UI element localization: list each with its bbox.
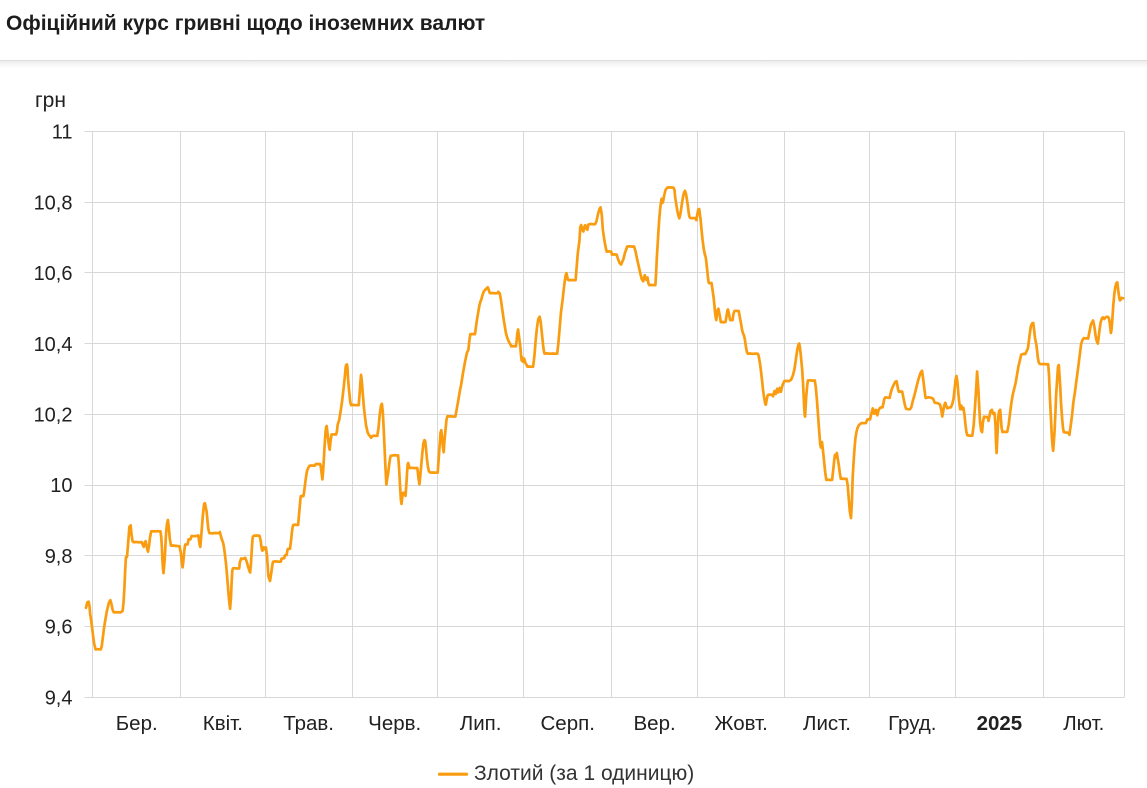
svg-text:11: 11 [52,122,73,144]
svg-text:Черв.: Черв. [368,712,421,735]
svg-text:10,8: 10,8 [34,192,73,214]
svg-text:Лист.: Лист. [803,712,851,735]
svg-text:Лют.: Лют. [1063,712,1104,735]
svg-text:10: 10 [50,475,72,497]
svg-text:10,2: 10,2 [34,405,73,427]
svg-text:Квіт.: Квіт. [203,712,243,735]
svg-text:2025: 2025 [977,712,1023,735]
svg-text:Жовт.: Жовт. [715,712,768,735]
svg-text:10,6: 10,6 [34,263,73,285]
svg-text:9,6: 9,6 [45,617,73,639]
svg-text:Злотий (за 1 одиницю): Злотий (за 1 одиницю) [474,762,694,785]
svg-text:10,4: 10,4 [34,334,73,356]
svg-text:Серп.: Серп. [540,712,594,735]
svg-text:Бер.: Бер. [116,712,158,735]
svg-text:Лип.: Лип. [460,712,502,735]
svg-text:грн: грн [35,89,66,112]
svg-text:9,4: 9,4 [45,687,73,709]
svg-text:Груд.: Груд. [888,712,936,735]
svg-text:9,8: 9,8 [45,546,73,568]
svg-text:Офіційний курс гривні щодо іно: Офіційний курс гривні щодо іноземних вал… [6,12,485,35]
svg-text:Трав.: Трав. [283,712,334,735]
svg-text:Вер.: Вер. [634,712,676,735]
